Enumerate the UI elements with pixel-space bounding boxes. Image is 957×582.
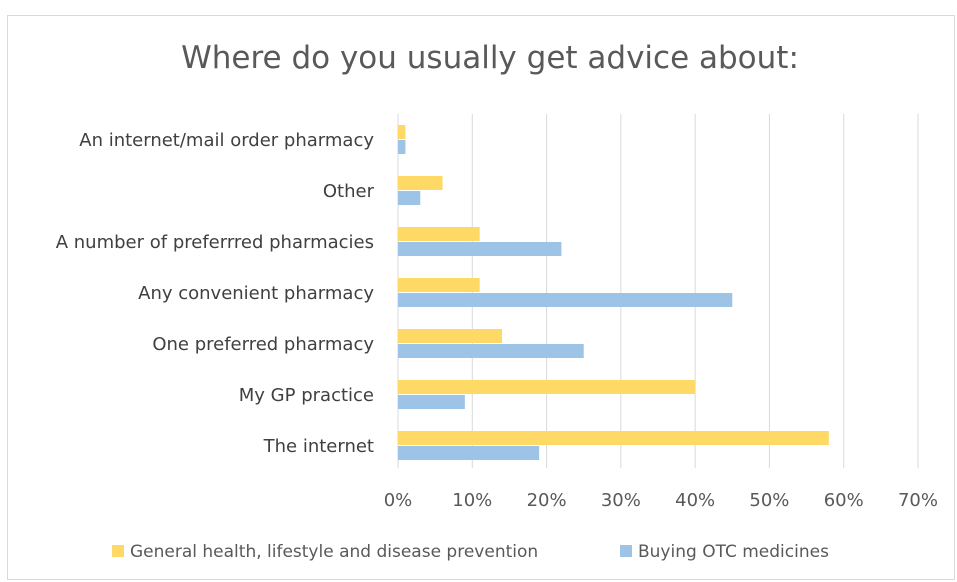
- bar-otc-medicines: [398, 191, 421, 205]
- bar-general-health: [398, 125, 406, 139]
- bar-general-health: [398, 329, 502, 343]
- category-label: Other: [323, 181, 375, 202]
- bar-general-health: [398, 227, 480, 241]
- bar-otc-medicines: [398, 140, 406, 154]
- bar-otc-medicines: [398, 395, 465, 409]
- legend-swatch: [112, 545, 124, 557]
- chart-title: Where do you usually get advice about:: [181, 40, 799, 76]
- bars: [398, 125, 829, 460]
- x-tick-label: 70%: [898, 490, 938, 511]
- legend-label: Buying OTC medicines: [638, 542, 829, 562]
- category-label: Any convenient pharmacy: [138, 283, 374, 304]
- bar-otc-medicines: [398, 446, 540, 460]
- category-label: The internet: [263, 436, 374, 457]
- bar-general-health: [398, 176, 443, 190]
- x-tick-label: 10%: [452, 490, 492, 511]
- category-label: One preferred pharmacy: [152, 334, 374, 355]
- x-tick-label: 50%: [749, 490, 789, 511]
- bar-otc-medicines: [398, 293, 733, 307]
- x-tick-label: 40%: [675, 490, 715, 511]
- legend-swatch: [620, 545, 632, 557]
- category-label: A number of preferrred pharmacies: [56, 232, 374, 253]
- legend-label: General health, lifestyle and disease pr…: [130, 542, 538, 562]
- category-labels: An internet/mail order pharmacy Other A nu…: [56, 130, 375, 457]
- bar-general-health: [398, 278, 480, 292]
- x-tick-label: 30%: [601, 490, 641, 511]
- bar-otc-medicines: [398, 242, 562, 256]
- x-tick-label: 60%: [824, 490, 864, 511]
- x-tick-label: 0%: [384, 490, 413, 511]
- x-tick-labels: 0% 10% 20% 30% 40% 50% 60% 70%: [384, 490, 938, 511]
- category-label: My GP practice: [239, 385, 374, 406]
- x-tick-label: 20%: [527, 490, 567, 511]
- legend: General health, lifestyle and disease pr…: [112, 542, 829, 562]
- bar-general-health: [398, 431, 829, 445]
- bar-general-health: [398, 380, 696, 394]
- category-label: An internet/mail order pharmacy: [79, 130, 374, 151]
- bar-otc-medicines: [398, 344, 584, 358]
